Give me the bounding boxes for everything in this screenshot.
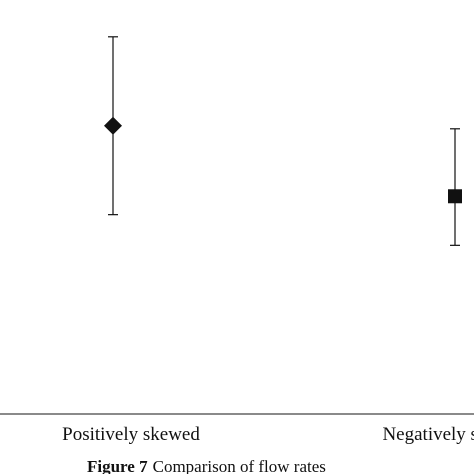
x-tick-label-negatively-skewed: Negatively skewed	[382, 424, 474, 445]
data-point-negatively-skewed	[448, 189, 462, 204]
figure-caption-label: Figure 7	[87, 457, 148, 474]
chart-marks	[104, 36, 462, 246]
figure-caption: Figure 7 Comparison of flow rates	[87, 457, 326, 474]
figure-caption-text: Comparison of flow rates	[153, 457, 326, 474]
x-tick-label-positively-skewed: Positively skewed	[62, 424, 200, 445]
data-point-positively-skewed	[104, 116, 122, 135]
